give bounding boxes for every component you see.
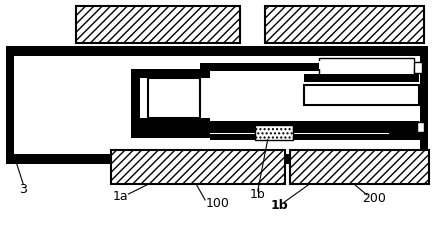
Bar (7, 155, 427, 164)
Text: 100: 100 (206, 197, 230, 210)
Bar (130, 69, 140, 128)
Bar (419, 46, 427, 164)
Text: 1b: 1b (270, 199, 288, 212)
Bar (210, 121, 418, 133)
Bar (200, 63, 418, 70)
Bar (14, 56, 419, 155)
Bar (110, 150, 284, 184)
Bar (130, 69, 210, 79)
Text: 1b: 1b (249, 189, 265, 201)
Text: 3: 3 (19, 182, 27, 196)
Bar (254, 125, 292, 140)
Bar (304, 85, 418, 105)
Bar (7, 46, 14, 164)
Bar (289, 150, 427, 184)
Bar (7, 51, 427, 164)
Bar (416, 122, 423, 132)
Bar (319, 61, 413, 69)
Bar (304, 104, 418, 106)
Bar (7, 46, 427, 56)
Text: 1a: 1a (112, 190, 128, 203)
Bar (264, 6, 423, 43)
Bar (76, 6, 239, 43)
Bar (413, 62, 421, 74)
Bar (210, 134, 388, 140)
Bar (130, 118, 210, 128)
Bar (148, 79, 200, 118)
Bar (388, 130, 423, 140)
Bar (130, 128, 210, 138)
Bar (304, 74, 418, 82)
Bar (319, 58, 413, 75)
Text: 200: 200 (361, 192, 385, 205)
